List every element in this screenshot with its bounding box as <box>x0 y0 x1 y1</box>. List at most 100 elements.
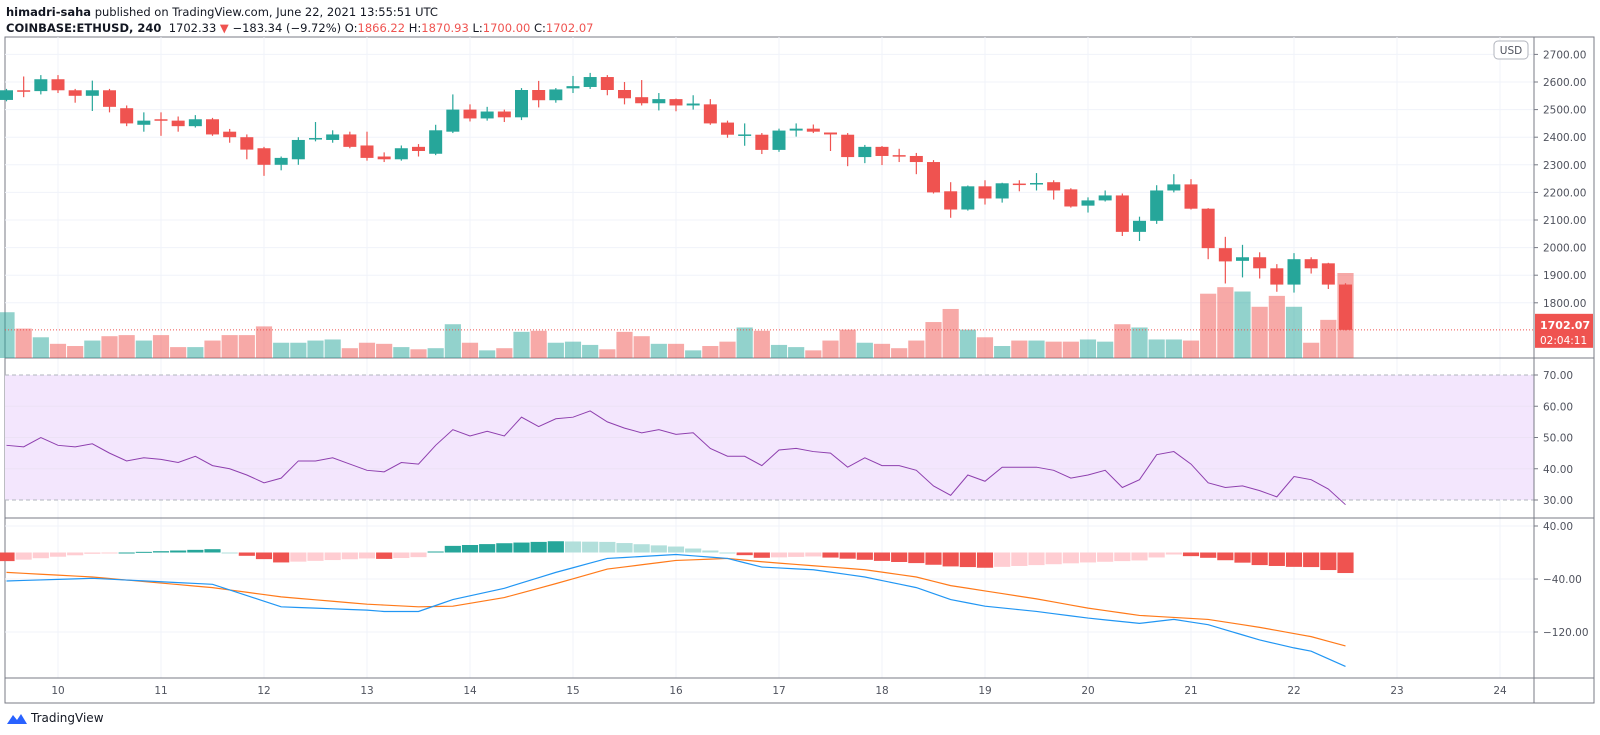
candle-body <box>463 109 477 119</box>
price-axis-label: 2400.00 <box>1543 132 1586 144</box>
macd-histogram-bar <box>1045 552 1062 565</box>
rsi-line <box>6 410 1346 506</box>
price-axis-label: 1800.00 <box>1543 298 1586 310</box>
macd-line <box>6 553 1346 667</box>
macd-histogram-bar <box>444 545 461 553</box>
candle-body <box>1133 220 1146 232</box>
volume-bar <box>599 349 616 358</box>
volume-bar <box>479 350 496 358</box>
volume-bar <box>1062 341 1079 358</box>
time-axis-label: 21 <box>1184 685 1197 697</box>
time-axis-label: 20 <box>1081 685 1094 697</box>
rsi-axis-label: 50.00 <box>1543 433 1573 445</box>
macd-histogram-bar <box>1114 552 1131 562</box>
macd-histogram-bar <box>1165 552 1182 555</box>
open-label: O: <box>344 21 358 35</box>
volume-bar <box>461 342 479 358</box>
candle-body <box>120 108 134 124</box>
candle-body <box>0 90 13 100</box>
macd-histogram-bar <box>994 552 1011 567</box>
rsi-axis-label: 70.00 <box>1543 370 1573 382</box>
volume-bar <box>444 324 461 358</box>
volume-bar <box>1182 340 1200 358</box>
macd-histogram-bar <box>685 548 702 553</box>
macd-histogram-bar <box>461 544 479 553</box>
volume-bar <box>908 340 925 358</box>
macd-histogram-bar <box>221 552 238 554</box>
volume-bar <box>1234 291 1251 358</box>
candle-body <box>51 79 65 91</box>
close-value: 1702.07 <box>545 21 594 35</box>
volume-bar <box>410 349 427 358</box>
candle-body <box>34 79 48 92</box>
candle-body <box>17 90 31 92</box>
volume-bar <box>822 340 839 358</box>
last-price-label: 1702.07 <box>1540 319 1590 332</box>
macd-histogram-bar <box>410 552 427 558</box>
currency-badge-label[interactable]: USD <box>1500 45 1522 57</box>
volume-bar <box>1079 339 1097 358</box>
volume-bar <box>84 340 101 358</box>
time-axis-label: 19 <box>978 685 991 697</box>
author-name[interactable]: himadri-saha <box>6 5 92 19</box>
macd-histogram-bar <box>616 543 633 553</box>
candle-body <box>497 111 511 118</box>
last-value: 1702.33 <box>168 21 217 35</box>
volume-bar <box>1028 340 1045 358</box>
volume-bar <box>67 346 84 358</box>
volume-bar <box>942 308 959 358</box>
open-value: 1866.22 <box>357 21 406 35</box>
volume-bar <box>564 341 582 358</box>
macd-histogram-bar <box>959 552 976 568</box>
tradingview-cloud-icon <box>7 714 27 724</box>
candle-body <box>978 186 992 199</box>
rsi-axis-label: 40.00 <box>1543 464 1573 476</box>
macd-histogram-bar <box>376 552 393 559</box>
macd-histogram-bar <box>1079 552 1097 563</box>
macd-histogram-bar <box>290 552 307 562</box>
currency-badge[interactable] <box>1493 40 1529 60</box>
candle-body <box>188 119 202 127</box>
volume-bar <box>1114 324 1131 358</box>
macd-histogram-bar <box>564 541 582 553</box>
volume-bar <box>1320 319 1337 358</box>
candle-body <box>309 138 322 140</box>
countdown-label: 02:04:11 <box>1540 335 1587 347</box>
candle-body <box>961 186 975 210</box>
volume-bar <box>15 328 32 358</box>
macd-histogram-bar <box>839 552 856 559</box>
macd-histogram-bar <box>101 552 118 554</box>
volume-bar <box>1131 327 1148 358</box>
time-axis-label: 15 <box>566 685 579 697</box>
candle-body <box>618 90 631 99</box>
macd-histogram-bar <box>255 552 273 560</box>
candle-body <box>1184 184 1198 209</box>
candle-body <box>412 146 425 151</box>
candle-body <box>1270 268 1284 285</box>
publish-line: himadri-saha published on TradingView.co… <box>6 4 593 20</box>
macd-histogram-bar <box>1131 552 1148 561</box>
volume-bar <box>1045 341 1062 358</box>
volume-bar <box>1011 340 1028 358</box>
volume-bar <box>358 342 376 358</box>
price-axis-label: 2500.00 <box>1543 105 1586 117</box>
symbol-label: COINBASE:ETHUSD, 240 <box>6 21 162 35</box>
candle-body <box>1115 195 1129 232</box>
high-value: 1870.93 <box>421 21 469 35</box>
macd-histogram-bar <box>1217 552 1234 561</box>
volume-bar <box>736 327 753 358</box>
macd-histogram-bar <box>341 552 358 560</box>
tradingview-logo[interactable]: TradingView <box>6 711 104 725</box>
macd-histogram-bar <box>942 552 959 567</box>
price-axis-label: 2000.00 <box>1543 243 1586 255</box>
macd-axis-label: 40.00 <box>1543 521 1573 533</box>
macd-histogram-bar <box>67 552 84 556</box>
candle-body <box>68 90 82 96</box>
candle-body <box>600 77 614 91</box>
volume-bar <box>976 337 994 358</box>
chart-header: himadri-saha published on TradingView.co… <box>6 4 593 36</box>
candle-body <box>154 119 168 121</box>
time-axis-label: 12 <box>257 685 270 697</box>
volume-bar <box>324 339 341 358</box>
